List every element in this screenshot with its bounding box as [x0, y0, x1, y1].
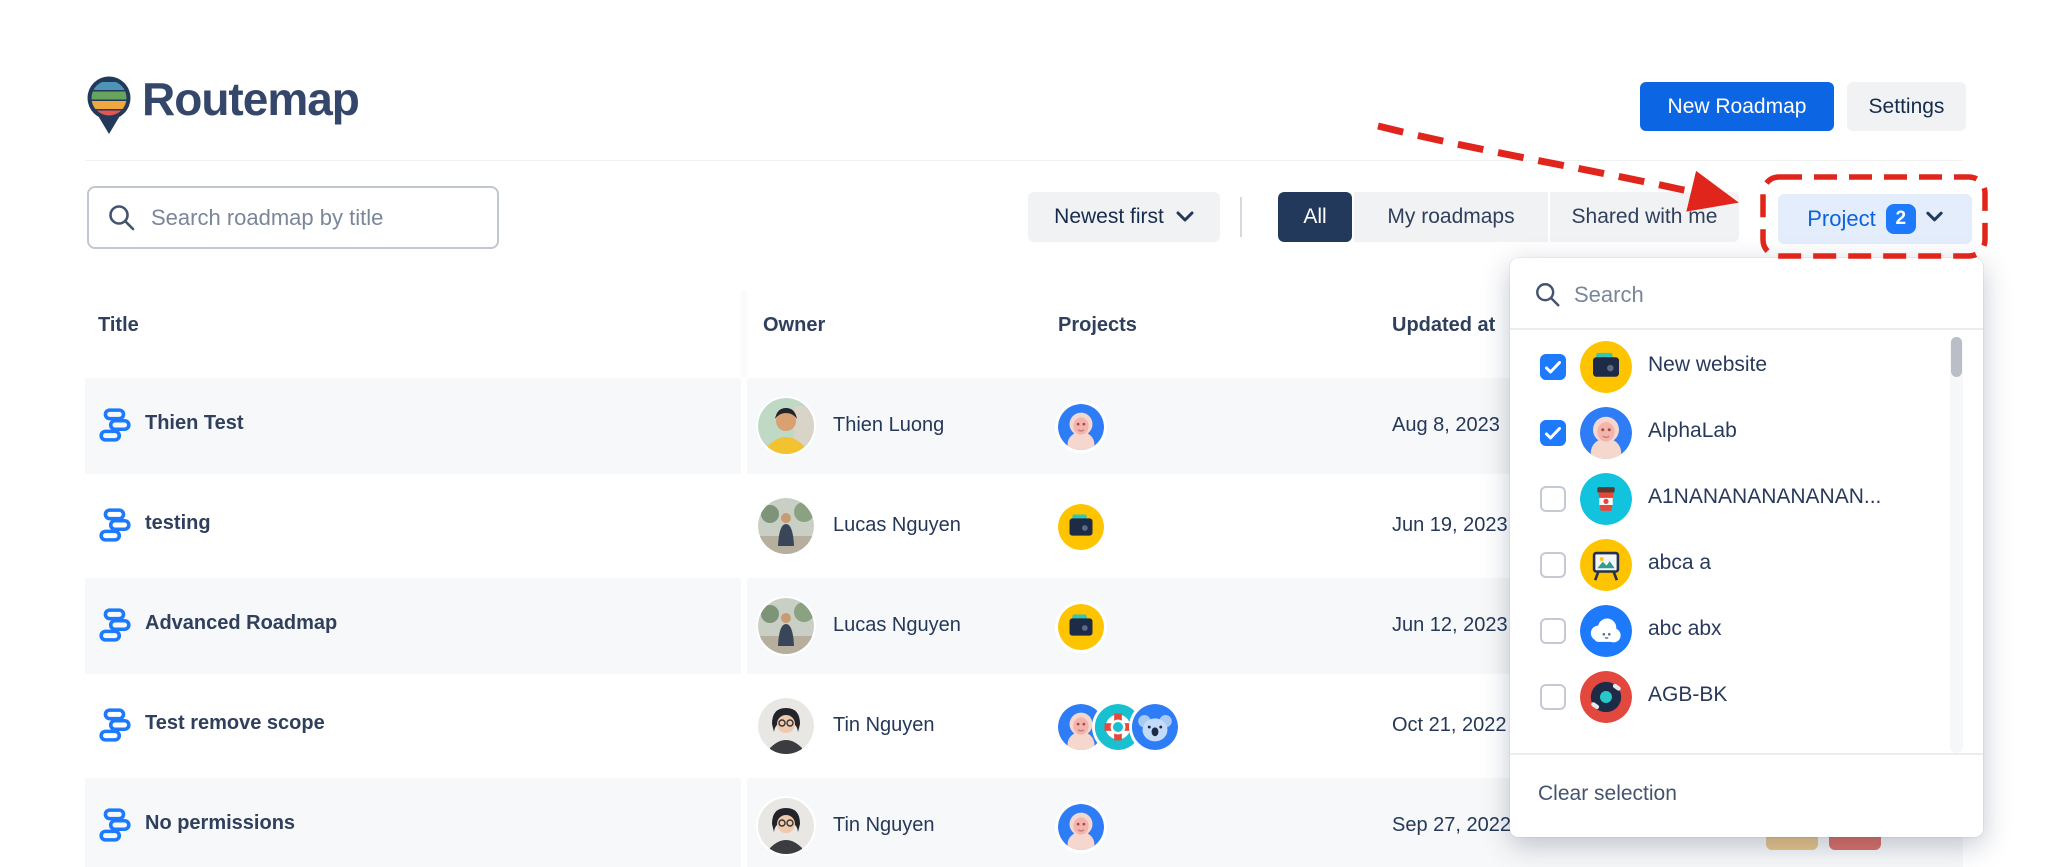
updated-date: Oct 21, 2022 [1392, 714, 1507, 736]
sort-dropdown[interactable]: Newest first [1028, 192, 1220, 242]
koala-avatar [1132, 704, 1178, 750]
clear-selection-button[interactable]: Clear selection [1538, 782, 1677, 805]
project-option[interactable]: AGB-BK [1510, 664, 1950, 730]
checkbox[interactable] [1540, 354, 1566, 380]
owner-name: Thien Luong [833, 414, 945, 436]
tab-all[interactable]: All [1278, 192, 1352, 242]
page-title: Routemap [142, 73, 360, 125]
picture-avatar [1580, 539, 1632, 591]
checkbox[interactable] [1540, 552, 1566, 578]
column-divider [741, 377, 747, 867]
dropdown-search-input[interactable] [1572, 272, 1906, 318]
project-avatars [1058, 504, 1104, 550]
updated-date: Aug 8, 2023 [1392, 414, 1500, 436]
owner-avatar [758, 598, 814, 654]
roadmap-title[interactable]: No permissions [145, 812, 296, 834]
project-option-label: abc abx [1648, 617, 1722, 640]
settings-button[interactable]: Settings [1847, 82, 1966, 131]
owner-avatar [758, 398, 814, 454]
table-row[interactable]: testing Lucas Nguyen Jun 19, 2023 [85, 478, 1963, 574]
project-option-label: New website [1648, 353, 1768, 376]
wallet-avatar [1058, 504, 1104, 550]
roadmap-title[interactable]: Test remove scope [145, 712, 325, 734]
column-divider [741, 290, 747, 377]
checkbox[interactable] [1540, 420, 1566, 446]
coffee-avatar [1580, 473, 1632, 525]
column-header-updated: Updated at [1392, 314, 1496, 336]
project-option[interactable]: abca a [1510, 532, 1950, 598]
project-avatars [1058, 804, 1104, 850]
new-roadmap-button[interactable]: New Roadmap [1640, 82, 1834, 131]
roadmap-title[interactable]: testing [145, 512, 211, 534]
owner-avatar [758, 698, 814, 754]
alphalab-avatar [1058, 804, 1104, 850]
routemap-logo-icon [86, 76, 132, 141]
vinyl-avatar [1580, 671, 1632, 723]
column-header-title: Title [98, 314, 139, 336]
cloud-avatar [1580, 605, 1632, 657]
checkbox[interactable] [1540, 618, 1566, 644]
search-icon [1534, 281, 1562, 314]
updated-date: Jun 12, 2023 [1392, 614, 1508, 636]
owner-name: Tin Nguyen [833, 814, 935, 836]
lifebuoy-avatar [1095, 704, 1141, 750]
updated-date: Jun 19, 2023 [1392, 514, 1508, 536]
alphalab-avatar [1058, 704, 1104, 750]
project-option[interactable]: New website [1510, 334, 1950, 400]
alphalab-avatar [1058, 404, 1104, 450]
toolbar-divider [1240, 197, 1242, 237]
updated-date: Sep 27, 2022 [1392, 814, 1511, 836]
table-row[interactable]: Test remove scope Tin Nguyen Oct 21, 202… [85, 678, 1963, 774]
project-option-label: A1NANANANANANAN... [1648, 485, 1882, 508]
project-option[interactable]: A1NANANANANANAN... [1510, 466, 1950, 532]
annotation-arrow [1377, 122, 1739, 212]
project-filter-button[interactable]: Project 2 [1778, 194, 1972, 244]
checkbox[interactable] [1540, 486, 1566, 512]
owner-name: Tin Nguyen [833, 714, 935, 736]
search-icon [107, 203, 137, 238]
roadmap-icon [98, 608, 132, 647]
project-filter-label: Project [1807, 206, 1876, 231]
tab-my-roadmaps[interactable]: My roadmaps [1352, 192, 1548, 242]
wallet-avatar [1058, 604, 1104, 650]
project-option[interactable]: AlphaLab [1510, 400, 1950, 466]
scrollbar-track[interactable] [1950, 337, 1963, 753]
project-avatars [1058, 404, 1104, 450]
column-header-projects: Projects [1058, 314, 1137, 336]
roadmap-icon [98, 708, 132, 747]
project-option[interactable]: abc abx [1510, 598, 1950, 664]
sort-label: Newest first [1054, 205, 1164, 228]
dropdown-footer-divider [1510, 753, 1983, 755]
tab-shared-with-me[interactable]: Shared with me [1548, 192, 1739, 242]
owner-avatar [758, 498, 814, 554]
roadmap-icon [98, 408, 132, 447]
project-avatars [1058, 704, 1178, 750]
chevron-down-icon [1176, 205, 1194, 229]
checkbox[interactable] [1540, 684, 1566, 710]
roadmap-icon [98, 808, 132, 847]
roadmap-title[interactable]: Advanced Roadmap [145, 612, 338, 634]
owner-avatar [758, 798, 814, 854]
search-input[interactable] [87, 186, 499, 249]
project-option-label: AlphaLab [1648, 419, 1737, 442]
column-header-owner: Owner [763, 314, 826, 336]
roadmap-filter-tabs: All My roadmaps Shared with me [1278, 192, 1739, 242]
project-option-label: abca a [1648, 551, 1712, 574]
roadmap-search [87, 186, 499, 249]
wallet-avatar [1580, 341, 1632, 393]
dropdown-search [1510, 258, 1983, 330]
project-avatars [1058, 604, 1104, 650]
owner-name: Lucas Nguyen [833, 614, 961, 636]
roadmap-icon [98, 508, 132, 547]
gorilla-avatar [1580, 407, 1632, 459]
scrollbar-thumb[interactable] [1951, 337, 1962, 377]
chevron-down-icon [1926, 210, 1943, 228]
owner-name: Lucas Nguyen [833, 514, 961, 536]
project-filter-dropdown: New website AlphaLab A1NANANANANANAN... … [1510, 258, 1983, 837]
roadmap-title[interactable]: Thien Test [145, 412, 244, 434]
project-count-badge: 2 [1885, 204, 1916, 234]
project-option-label: AGB-BK [1648, 683, 1728, 706]
header-divider [85, 160, 1963, 161]
